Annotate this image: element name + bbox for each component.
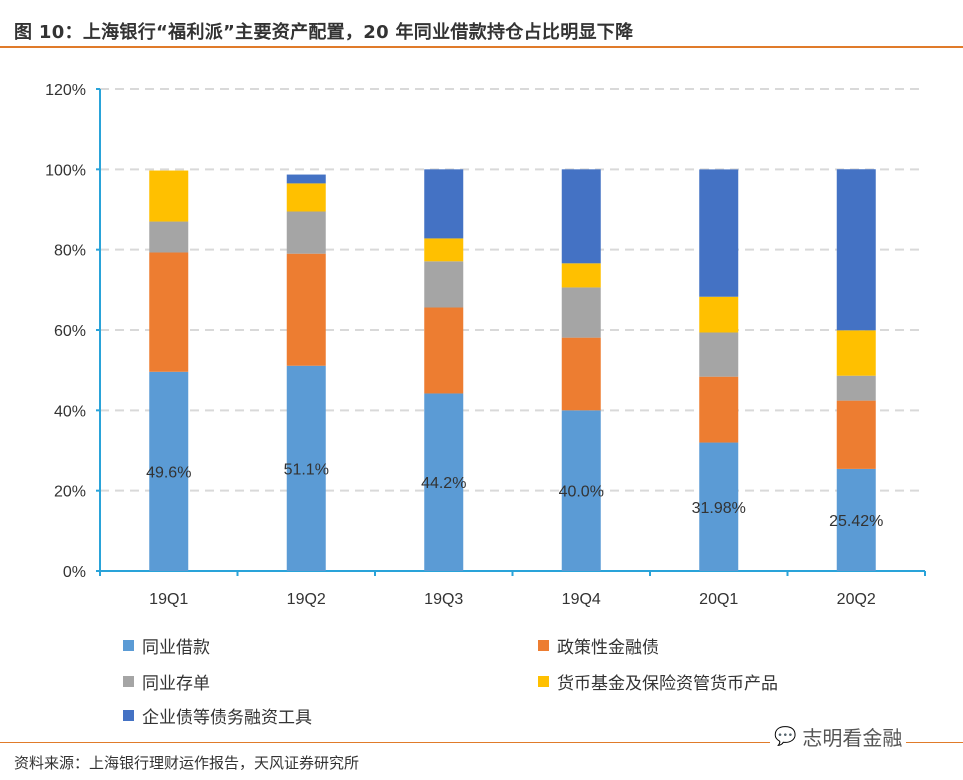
legend-swatch — [123, 710, 134, 721]
bar-segment — [286, 183, 326, 212]
bar-segment — [561, 337, 601, 411]
bar-segment — [836, 375, 876, 401]
bar-segment — [836, 468, 876, 571]
data-label: 51.1% — [284, 461, 329, 478]
y-tick-label: 100% — [45, 162, 86, 179]
legend-item: 政策性金融债 — [538, 633, 659, 658]
bar-segment — [424, 307, 464, 394]
y-tick-label: 60% — [54, 323, 86, 340]
data-label: 31.98% — [692, 500, 746, 517]
stacked-bar-chart: 0% 20% 40% 60% 80% 100% 120% 49.6% 19Q1 51.1% 19Q2… — [45, 82, 926, 608]
bar-segment — [149, 221, 189, 253]
bar-segment — [149, 371, 189, 571]
wechat-icon: 💬 — [774, 726, 797, 747]
data-label: 40.0% — [559, 484, 604, 501]
watermark-text: 志明看金融 — [802, 726, 903, 750]
bar-segment — [699, 376, 739, 443]
legend-swatch — [123, 676, 134, 687]
source-note: 资料来源：上海银行理财运作报告，天风证券研究所 — [14, 754, 360, 772]
footer-divider — [0, 742, 963, 743]
bar-segment — [836, 169, 876, 331]
bar-segment — [149, 252, 189, 372]
bar-segment — [699, 332, 739, 377]
bar-segment — [424, 261, 464, 308]
x-tick-label: 19Q2 — [287, 591, 326, 608]
bar-segment — [286, 211, 326, 254]
bar-segment — [424, 238, 464, 262]
bar-segment — [836, 330, 876, 376]
x-tick-label: 19Q4 — [562, 591, 601, 608]
bar-segment — [561, 410, 601, 571]
y-tick-label: 120% — [45, 82, 86, 99]
bar-segment — [149, 170, 189, 222]
legend-label: 货币基金及保险资管货币产品 — [557, 674, 778, 694]
x-tick-label: 20Q1 — [699, 591, 738, 608]
x-tick-label: 19Q3 — [424, 591, 463, 608]
bar-segment — [286, 365, 326, 571]
bar-segment — [699, 169, 739, 297]
legend-label: 政策性金融债 — [557, 638, 659, 658]
title-divider — [0, 46, 963, 48]
figure-title: 图 10：上海银行“福利派”主要资产配置，20 年同业借款持仓占比明显下降 — [14, 22, 634, 43]
bar-segment — [699, 296, 739, 333]
data-label: 25.42% — [829, 513, 883, 530]
data-label: 44.2% — [421, 475, 466, 492]
legend-swatch — [123, 640, 134, 651]
legend-swatch — [538, 676, 549, 687]
watermark: 💬 志明看金融 — [770, 722, 907, 751]
y-tick-label: 80% — [54, 243, 86, 260]
x-tick-label: 20Q2 — [837, 591, 876, 608]
data-label: 49.6% — [146, 464, 191, 481]
y-tick-label: 0% — [63, 564, 86, 581]
bar-segment — [286, 174, 326, 184]
x-tick-label: 19Q1 — [149, 591, 188, 608]
legend-swatch — [538, 640, 549, 651]
bar-segment — [424, 393, 464, 571]
legend-item: 企业债等债务融资工具 — [123, 703, 312, 728]
legend-item: 同业借款 — [123, 633, 210, 658]
y-tick-label: 40% — [54, 403, 86, 420]
bar-segment — [836, 400, 876, 469]
legend-label: 同业借款 — [142, 638, 210, 658]
legend-label: 企业债等债务融资工具 — [142, 708, 312, 728]
legend-label: 同业存单 — [142, 674, 210, 694]
bar-segment — [699, 442, 739, 571]
legend-item: 货币基金及保险资管货币产品 — [538, 669, 778, 694]
bar-segment — [286, 253, 326, 366]
bar-segment — [561, 263, 601, 288]
bar-segment — [561, 287, 601, 338]
bar-segment — [561, 169, 601, 264]
y-tick-label: 20% — [54, 484, 86, 501]
legend-item: 同业存单 — [123, 669, 210, 694]
bar-segment — [424, 169, 464, 239]
